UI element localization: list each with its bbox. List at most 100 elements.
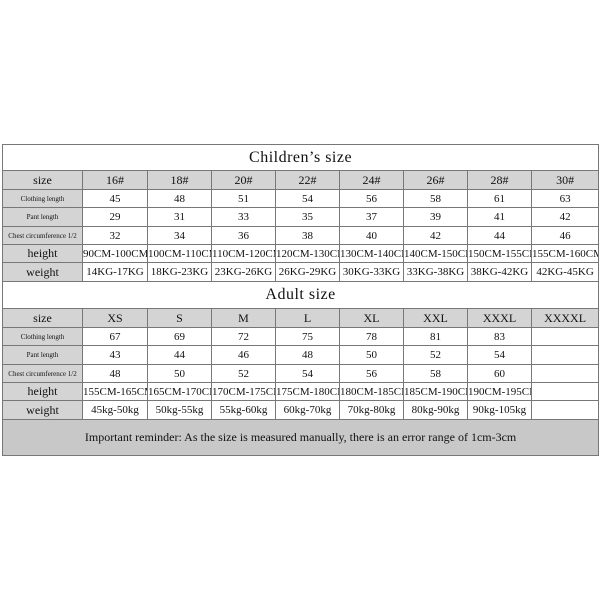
cell: 36 <box>211 226 276 245</box>
data-row: weight 45kg-50kg 50kg-55kg 55kg-60kg 60kg-70… <box>2 400 600 420</box>
data-row: Pant length 43 44 46 48 50 52 54 <box>2 345 600 365</box>
header-cell: XXXXL <box>530 308 600 328</box>
size-table: Children’s size size 16# 18# 20# 22# 24# 26# 28#… <box>1 144 600 456</box>
cell: 55kg-60kg <box>211 400 276 420</box>
cell: 51 <box>211 189 276 208</box>
cell: 63 <box>530 189 600 208</box>
cell: 41 <box>467 207 532 227</box>
cell: 67 <box>82 327 148 346</box>
cell: 58 <box>403 189 468 208</box>
data-row: height155CM-165CM165CM-170CM170CM-175CM1… <box>2 382 600 401</box>
data-row: weight 14KG-17KG 18KG-23KG 23KG-26KG 26KG-29… <box>2 262 600 282</box>
row-label: Pant length <box>2 207 83 227</box>
cell: 150CM-155CM <box>467 244 532 263</box>
cell: 54 <box>467 345 532 365</box>
cell: 72 <box>211 327 276 346</box>
row-label: weight <box>2 400 83 420</box>
data-row: Chest circumference 1/2 32 34 36 38 40 42 44 46 <box>2 226 600 245</box>
cell: 185CM-190CM <box>403 382 468 401</box>
cell: 45kg-50kg <box>82 400 148 420</box>
cell: 33KG-38KG <box>403 262 468 282</box>
row-label: Pant length <box>2 345 83 365</box>
cell: 52 <box>403 345 468 365</box>
cell: 48 <box>82 364 148 383</box>
cell: 75 <box>275 327 340 346</box>
header-cell: 18# <box>147 170 212 190</box>
cell: 45 <box>82 189 148 208</box>
data-row: Clothing length 45 48 51 54 56 58 61 63 <box>2 189 600 208</box>
empty-cell <box>530 345 600 365</box>
cell: 60kg-70kg <box>275 400 340 420</box>
cell: 52 <box>211 364 276 383</box>
cell: 83 <box>467 327 532 346</box>
cell: 26KG-29KG <box>275 262 340 282</box>
header-cell: 22# <box>275 170 340 190</box>
empty-cell <box>530 327 600 346</box>
section-title: Adult size <box>1 281 600 309</box>
header-cell: size <box>2 170 83 190</box>
cell: 50kg-55kg <box>147 400 212 420</box>
header-cell: 26# <box>403 170 468 190</box>
header-row: size XS S M L XL XXL XXXL XXXXL <box>2 308 600 328</box>
header-cell: 28# <box>467 170 532 190</box>
cell: 90kg-105kg <box>467 400 532 420</box>
cell: 110CM-120CM <box>211 244 276 263</box>
cell: 29 <box>82 207 148 227</box>
cell: 54 <box>275 189 340 208</box>
section-title-row: Children’s size <box>1 144 600 171</box>
cell: 18KG-23KG <box>147 262 212 282</box>
header-cell: XXXL <box>467 308 532 328</box>
row-label: Clothing length <box>2 327 83 346</box>
cell: 46 <box>211 345 276 365</box>
cell: 81 <box>403 327 468 346</box>
header-cell: 30# <box>530 170 600 190</box>
cell: 14KG-17KG <box>82 262 148 282</box>
row-label: Chest circumference 1/2 <box>2 364 83 383</box>
cell: 42 <box>530 207 600 227</box>
section-title: Children’s size <box>1 144 600 171</box>
data-row: Chest circumference 1/2 48 50 52 54 56 58 60 <box>2 364 600 383</box>
header-cell: M <box>211 308 276 328</box>
cell: 34 <box>147 226 212 245</box>
cell: 56 <box>339 364 404 383</box>
row-label: weight <box>2 262 83 282</box>
reminder-row: Important reminder: As the size is measu… <box>1 419 600 456</box>
cell: 44 <box>467 226 532 245</box>
row-label: Clothing length <box>2 189 83 208</box>
cell: 33 <box>211 207 276 227</box>
cell: 30KG-33KG <box>339 262 404 282</box>
cell: 46 <box>530 226 600 245</box>
header-cell: 16# <box>82 170 148 190</box>
cell: 56 <box>339 189 404 208</box>
cell: 180CM-185CM <box>339 382 404 401</box>
cell: 54 <box>275 364 340 383</box>
header-row: size 16# 18# 20# 22# 24# 26# 28# 30# <box>2 170 600 190</box>
cell: 38 <box>275 226 340 245</box>
header-cell: XL <box>339 308 404 328</box>
cell: 35 <box>275 207 340 227</box>
cell: 44 <box>147 345 212 365</box>
cell: 155CM-160CM <box>530 244 600 263</box>
cell: 155CM-165CM <box>82 382 148 401</box>
cell: 43 <box>82 345 148 365</box>
cell: 78 <box>339 327 404 346</box>
cell: 38KG-42KG <box>467 262 532 282</box>
cell: 190CM-195CM <box>467 382 532 401</box>
empty-cell <box>530 364 600 383</box>
empty-cell <box>530 382 600 401</box>
cell: 175CM-180CM <box>275 382 340 401</box>
cell: 100CM-110CM <box>147 244 212 263</box>
cell: 58 <box>403 364 468 383</box>
data-row: Clothing length 67 69 72 75 78 81 83 <box>2 327 600 346</box>
cell: 130CM-140CM <box>339 244 404 263</box>
cell: 69 <box>147 327 212 346</box>
cell: 23KG-26KG <box>211 262 276 282</box>
cell: 39 <box>403 207 468 227</box>
data-row: Pant length 29 31 33 35 37 39 41 42 <box>2 207 600 227</box>
empty-cell <box>530 400 600 420</box>
header-cell: XXL <box>403 308 468 328</box>
cell: 61 <box>467 189 532 208</box>
header-cell: 24# <box>339 170 404 190</box>
cell: 40 <box>339 226 404 245</box>
